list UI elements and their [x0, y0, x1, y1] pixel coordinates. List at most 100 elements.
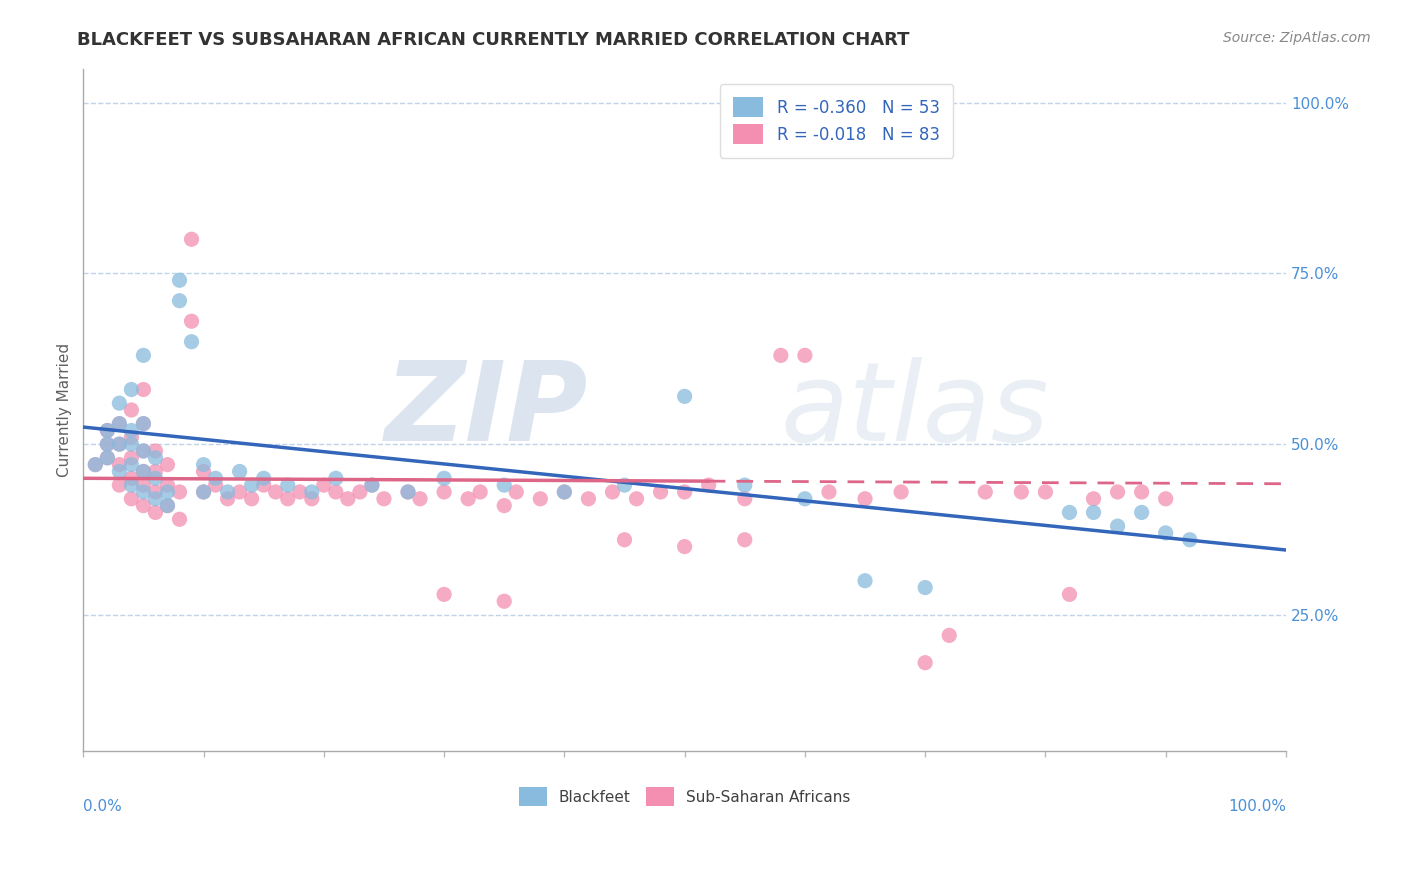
Point	[1083, 491, 1105, 506]
Point	[145, 505, 167, 519]
Point	[1130, 485, 1153, 500]
Point	[132, 417, 155, 431]
Point	[1178, 533, 1201, 547]
Point	[228, 465, 250, 479]
Point	[84, 458, 107, 472]
Point	[818, 485, 841, 500]
Point	[132, 383, 155, 397]
Point	[120, 403, 142, 417]
Point	[120, 478, 142, 492]
Point	[228, 485, 250, 500]
Point	[301, 491, 323, 506]
Point	[132, 465, 155, 479]
Point	[361, 478, 384, 492]
Point	[132, 485, 155, 500]
Point	[217, 485, 239, 500]
Point	[108, 478, 131, 492]
Text: ZIP: ZIP	[385, 357, 589, 464]
Point	[132, 417, 155, 431]
Point	[180, 232, 202, 246]
Point	[336, 491, 359, 506]
Point	[494, 499, 516, 513]
Point	[793, 348, 815, 362]
Point	[578, 491, 600, 506]
Point	[156, 499, 179, 513]
Point	[156, 478, 179, 492]
Point	[626, 491, 648, 506]
Point	[204, 478, 226, 492]
Point	[96, 424, 118, 438]
Point	[264, 485, 287, 500]
Point	[1154, 525, 1177, 540]
Point	[145, 471, 167, 485]
Point	[145, 485, 167, 500]
Point	[396, 485, 419, 500]
Point	[1154, 491, 1177, 506]
Text: Source: ZipAtlas.com: Source: ZipAtlas.com	[1223, 31, 1371, 45]
Point	[108, 396, 131, 410]
Point	[938, 628, 960, 642]
Point	[96, 424, 118, 438]
Point	[108, 417, 131, 431]
Point	[169, 512, 191, 526]
Point	[120, 430, 142, 444]
Point	[1059, 505, 1081, 519]
Point	[613, 533, 636, 547]
Point	[673, 540, 696, 554]
Text: atlas: atlas	[780, 357, 1049, 464]
Point	[108, 417, 131, 431]
Point	[361, 478, 384, 492]
Point	[120, 383, 142, 397]
Point	[494, 478, 516, 492]
Point	[914, 581, 936, 595]
Point	[204, 471, 226, 485]
Point	[457, 491, 479, 506]
Point	[325, 485, 347, 500]
Point	[470, 485, 492, 500]
Point	[108, 465, 131, 479]
Point	[193, 485, 215, 500]
Point	[890, 485, 912, 500]
Point	[169, 293, 191, 308]
Point	[505, 485, 527, 500]
Point	[193, 485, 215, 500]
Point	[217, 491, 239, 506]
Point	[602, 485, 624, 500]
Point	[120, 437, 142, 451]
Point	[494, 594, 516, 608]
Point	[650, 485, 672, 500]
Point	[288, 485, 311, 500]
Point	[156, 499, 179, 513]
Point	[96, 450, 118, 465]
Point	[108, 437, 131, 451]
Point	[974, 485, 997, 500]
Point	[96, 450, 118, 465]
Point	[145, 444, 167, 458]
Point	[1107, 485, 1129, 500]
Point	[132, 478, 155, 492]
Point	[433, 587, 456, 601]
Point	[120, 424, 142, 438]
Point	[1059, 587, 1081, 601]
Point	[734, 533, 756, 547]
Point	[1130, 505, 1153, 519]
Point	[253, 471, 276, 485]
Point	[132, 444, 155, 458]
Point	[96, 437, 118, 451]
Point	[145, 450, 167, 465]
Point	[853, 491, 876, 506]
Point	[1083, 505, 1105, 519]
Point	[1035, 485, 1057, 500]
Point	[132, 465, 155, 479]
Point	[120, 491, 142, 506]
Point	[277, 478, 299, 492]
Point	[180, 314, 202, 328]
Point	[396, 485, 419, 500]
Point	[169, 273, 191, 287]
Legend: Blackfeet, Sub-Saharan Africans: Blackfeet, Sub-Saharan Africans	[513, 781, 856, 812]
Point	[120, 450, 142, 465]
Point	[529, 491, 551, 506]
Point	[156, 485, 179, 500]
Point	[697, 478, 720, 492]
Point	[312, 478, 335, 492]
